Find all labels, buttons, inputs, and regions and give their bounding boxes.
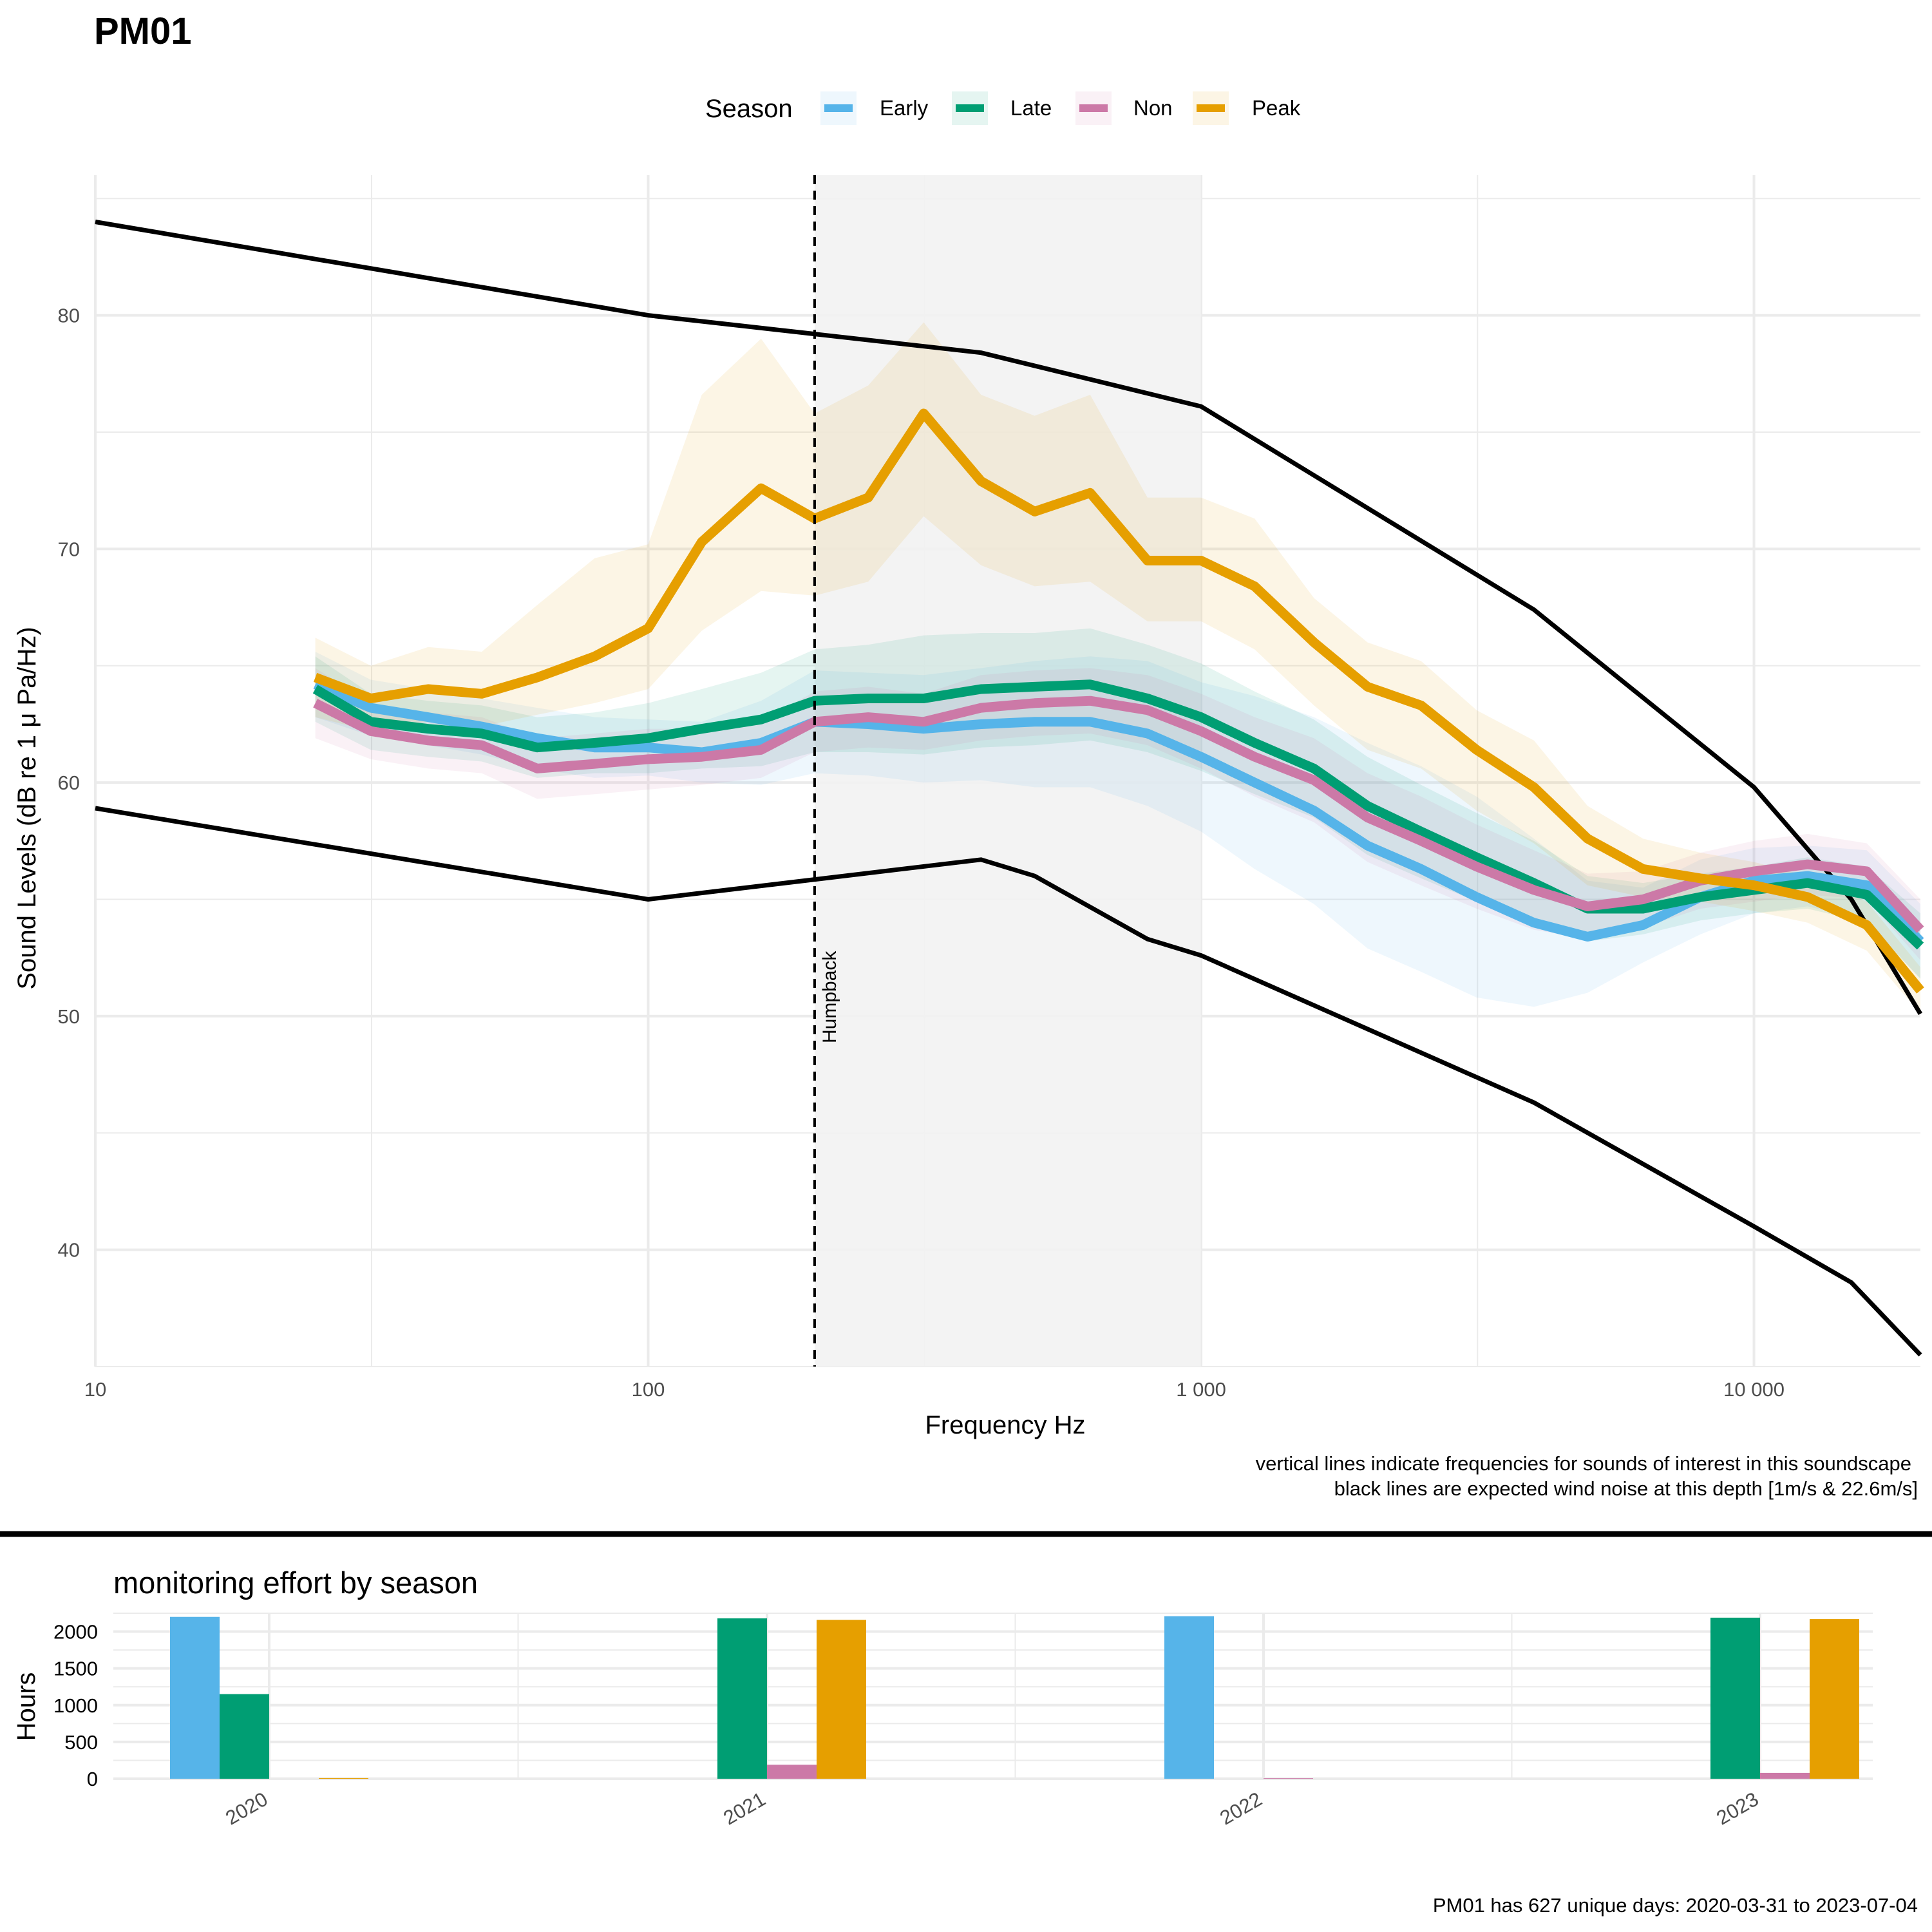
bar-peak-2021 <box>817 1620 866 1779</box>
bar-early-2022 <box>1164 1616 1214 1779</box>
x-axis-title: Frequency Hz <box>925 1411 1086 1439</box>
y-tick-label: 70 <box>58 538 80 560</box>
chart-title: PM01 <box>94 10 192 52</box>
legend-label-peak: Peak <box>1252 96 1301 120</box>
effort-x-tick-label: 2023 <box>1712 1788 1762 1830</box>
effort-y-tick-label: 2000 <box>53 1621 98 1643</box>
x-tick-label: 10 000 <box>1723 1378 1785 1401</box>
bar-late-2021 <box>717 1618 767 1779</box>
effort-title: monitoring effort by season <box>113 1566 478 1600</box>
bar-non-2022 <box>1264 1778 1313 1779</box>
legend-label-late: Late <box>1010 96 1052 120</box>
y-tick-label: 40 <box>58 1239 80 1262</box>
legend-item-early: Early <box>820 91 929 125</box>
x-axis-ticks: 10 100 1 000 10 000 <box>84 1378 1785 1401</box>
effort-y-ticks: 0 500 1000 1500 2000 <box>53 1621 98 1790</box>
x-tick-label: 1 000 <box>1176 1378 1226 1401</box>
y-tick-label: 80 <box>58 305 80 327</box>
bar-peak-2023 <box>1810 1619 1859 1779</box>
y-axis-title: Sound Levels (dB re 1 μ Pa/Hz) <box>13 627 41 989</box>
bar-late-2020 <box>220 1694 269 1779</box>
legend-item-peak: Peak <box>1193 91 1301 125</box>
effort-x-tick-label: 2022 <box>1216 1788 1265 1830</box>
effort-y-tick-label: 500 <box>64 1731 98 1754</box>
effort-gridlines <box>113 1613 1873 1779</box>
legend-label-non: Non <box>1133 96 1173 120</box>
y-tick-label: 60 <box>58 772 80 794</box>
effort-x-ticks: 2020 2021 2022 2023 <box>222 1788 1762 1830</box>
legend-item-late: Late <box>952 91 1052 125</box>
effort-x-tick-label: 2021 <box>719 1788 769 1830</box>
legend-label-early: Early <box>880 96 929 120</box>
y-axis-ticks: 40 50 60 70 80 <box>58 305 80 1262</box>
bar-non-2023 <box>1760 1773 1810 1779</box>
y-tick-label: 50 <box>58 1005 80 1028</box>
bar-late-2023 <box>1710 1618 1760 1779</box>
legend: Season Early Late Non Peak <box>705 91 1301 125</box>
x-tick-label: 100 <box>632 1378 665 1401</box>
bar-non-2021 <box>767 1765 817 1779</box>
effort-caption: PM01 has 627 unique days: 2020-03-31 to … <box>1433 1894 1918 1917</box>
effort-y-tick-label: 1500 <box>53 1658 98 1680</box>
bar-peak-2020 <box>319 1778 368 1779</box>
legend-title: Season <box>705 95 793 123</box>
caption-line-1: vertical lines indicate frequencies for … <box>1256 1452 1911 1475</box>
effort-x-tick-label: 2020 <box>222 1788 271 1830</box>
effort-y-tick-label: 1000 <box>53 1694 98 1717</box>
bar-early-2020 <box>170 1617 220 1779</box>
effort-y-axis-title: Hours <box>12 1672 41 1741</box>
effort-y-tick-label: 0 <box>87 1768 98 1790</box>
legend-item-non: Non <box>1075 91 1173 125</box>
humpback-label: Humpback <box>819 951 840 1043</box>
x-tick-label: 10 <box>84 1378 106 1401</box>
caption-line-2: black lines are expected wind noise at t… <box>1334 1477 1918 1500</box>
